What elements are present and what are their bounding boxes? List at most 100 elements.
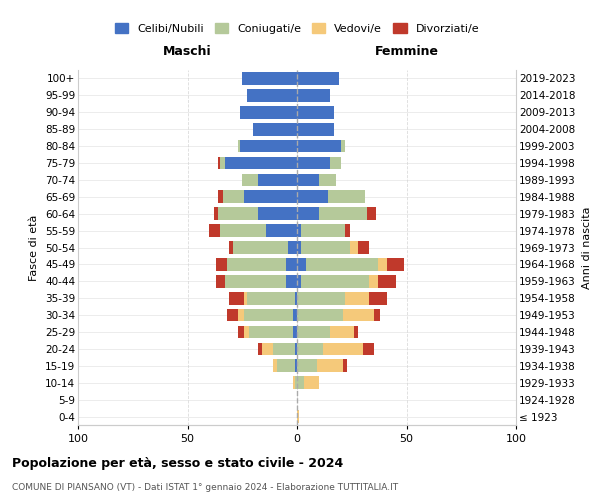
Bar [218, 208, 297, 220]
Bar [293, 309, 297, 322]
Bar [297, 89, 330, 102]
Bar [297, 275, 395, 287]
Text: Popolazione per età, sesso e stato civile - 2024: Popolazione per età, sesso e stato civil… [12, 458, 343, 470]
Bar [253, 123, 297, 136]
Bar [297, 309, 343, 322]
Bar [297, 241, 350, 254]
Bar [297, 140, 345, 152]
Text: Maschi: Maschi [163, 45, 212, 58]
Bar [257, 208, 297, 220]
Bar [247, 89, 297, 102]
Bar [297, 342, 374, 355]
Bar [242, 72, 297, 85]
Bar [238, 140, 297, 152]
Bar [297, 224, 301, 237]
Bar [297, 309, 374, 322]
Bar [297, 208, 367, 220]
Bar [297, 123, 334, 136]
Bar [297, 174, 337, 186]
Bar [297, 123, 334, 136]
Bar [297, 208, 367, 220]
Bar [293, 326, 297, 338]
Bar [297, 106, 334, 118]
Bar [247, 292, 297, 304]
Bar [297, 241, 301, 254]
Bar [297, 72, 338, 85]
Bar [257, 174, 297, 186]
Bar [297, 174, 337, 186]
Bar [293, 376, 297, 389]
Bar [242, 72, 297, 85]
Bar [297, 342, 362, 355]
Bar [240, 106, 297, 118]
Bar [297, 156, 341, 170]
Bar [297, 258, 404, 270]
Bar [220, 224, 297, 237]
Bar [227, 258, 297, 270]
Bar [297, 190, 365, 203]
Bar [297, 342, 323, 355]
Bar [297, 156, 341, 170]
Bar [225, 275, 297, 287]
Bar [223, 190, 297, 203]
Bar [297, 360, 347, 372]
Bar [227, 258, 297, 270]
Bar [297, 190, 365, 203]
Bar [244, 292, 297, 304]
Bar [242, 174, 297, 186]
Bar [295, 376, 297, 389]
Bar [293, 376, 297, 389]
Bar [238, 326, 297, 338]
Bar [297, 410, 299, 423]
Bar [288, 241, 297, 254]
Bar [297, 309, 380, 322]
Bar [297, 258, 378, 270]
Bar [257, 342, 297, 355]
Bar [218, 156, 297, 170]
Bar [297, 190, 328, 203]
Bar [297, 89, 330, 102]
Bar [295, 342, 297, 355]
Bar [253, 123, 297, 136]
Bar [297, 72, 338, 85]
Bar [216, 275, 297, 287]
Bar [247, 89, 297, 102]
Bar [297, 106, 334, 118]
Bar [297, 292, 345, 304]
Bar [220, 156, 297, 170]
Bar [247, 89, 297, 102]
Bar [297, 326, 330, 338]
Bar [297, 208, 376, 220]
Bar [297, 258, 387, 270]
Bar [297, 106, 334, 118]
Y-axis label: Anni di nascita: Anni di nascita [583, 206, 592, 289]
Bar [297, 275, 369, 287]
Bar [225, 275, 297, 287]
Y-axis label: Fasce di età: Fasce di età [29, 214, 40, 280]
Bar [244, 190, 297, 203]
Bar [273, 360, 297, 372]
Bar [297, 156, 330, 170]
Bar [297, 258, 306, 270]
Bar [297, 241, 358, 254]
Bar [297, 72, 338, 85]
Bar [273, 360, 297, 372]
Bar [253, 123, 297, 136]
Bar [297, 190, 365, 203]
Bar [277, 360, 297, 372]
Bar [297, 410, 299, 423]
Bar [295, 292, 297, 304]
Bar [233, 241, 297, 254]
Bar [240, 140, 297, 152]
Legend: Celibi/Nubili, Coniugati/e, Vedovi/e, Divorziati/e: Celibi/Nubili, Coniugati/e, Vedovi/e, Di… [110, 19, 484, 38]
Bar [297, 275, 301, 287]
Bar [297, 89, 330, 102]
Text: COMUNE DI PIANSANO (VT) - Dati ISTAT 1° gennaio 2024 - Elaborazione TUTTITALIA.I: COMUNE DI PIANSANO (VT) - Dati ISTAT 1° … [12, 482, 398, 492]
Bar [238, 140, 297, 152]
Bar [297, 292, 369, 304]
Bar [297, 224, 345, 237]
Bar [297, 360, 317, 372]
Bar [297, 89, 330, 102]
Bar [209, 224, 297, 237]
Bar [238, 140, 297, 152]
